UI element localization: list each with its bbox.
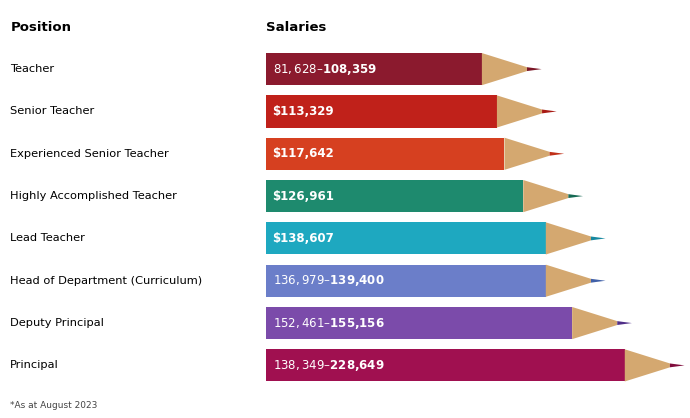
Polygon shape bbox=[624, 349, 670, 382]
Text: $136,979 – $139,400: $136,979 – $139,400 bbox=[273, 273, 384, 288]
Polygon shape bbox=[482, 53, 527, 85]
Text: Senior Teacher: Senior Teacher bbox=[10, 107, 95, 117]
Polygon shape bbox=[266, 180, 523, 212]
Polygon shape bbox=[527, 67, 542, 71]
Text: Teacher: Teacher bbox=[10, 64, 55, 74]
Text: Position: Position bbox=[10, 20, 71, 34]
Polygon shape bbox=[266, 265, 546, 297]
Polygon shape bbox=[266, 222, 546, 255]
Text: Highly Accomplished Teacher: Highly Accomplished Teacher bbox=[10, 191, 177, 201]
Polygon shape bbox=[266, 138, 504, 170]
Text: $81,628 – $108,359: $81,628 – $108,359 bbox=[273, 61, 377, 76]
Polygon shape bbox=[591, 237, 606, 240]
Polygon shape bbox=[266, 307, 572, 339]
Polygon shape bbox=[266, 95, 497, 127]
Polygon shape bbox=[670, 364, 684, 367]
Text: Salaries: Salaries bbox=[266, 20, 326, 34]
Polygon shape bbox=[542, 110, 557, 113]
Text: *As at August 2023: *As at August 2023 bbox=[10, 401, 98, 410]
Text: $138,607: $138,607 bbox=[273, 232, 334, 245]
Text: Deputy Principal: Deputy Principal bbox=[10, 318, 104, 328]
Polygon shape bbox=[549, 152, 564, 155]
Polygon shape bbox=[569, 194, 583, 198]
Text: $138,349 – $228,649: $138,349 – $228,649 bbox=[273, 358, 384, 373]
Polygon shape bbox=[618, 321, 632, 325]
Text: Principal: Principal bbox=[10, 360, 59, 370]
Text: $126,961: $126,961 bbox=[273, 190, 335, 203]
Polygon shape bbox=[497, 95, 542, 127]
Polygon shape bbox=[572, 307, 618, 339]
Text: Experienced Senior Teacher: Experienced Senior Teacher bbox=[10, 149, 169, 159]
Polygon shape bbox=[266, 53, 482, 85]
Text: $117,642: $117,642 bbox=[273, 147, 334, 160]
Polygon shape bbox=[546, 265, 591, 297]
Polygon shape bbox=[504, 138, 549, 170]
Text: Head of Department (Curriculum): Head of Department (Curriculum) bbox=[10, 276, 202, 286]
Text: Lead Teacher: Lead Teacher bbox=[10, 233, 86, 243]
Polygon shape bbox=[591, 279, 606, 283]
Text: $113,329: $113,329 bbox=[273, 105, 334, 118]
Text: $152,461 – $155,156: $152,461 – $155,156 bbox=[273, 316, 384, 331]
Polygon shape bbox=[546, 222, 591, 255]
Polygon shape bbox=[523, 180, 569, 212]
Polygon shape bbox=[266, 349, 624, 382]
